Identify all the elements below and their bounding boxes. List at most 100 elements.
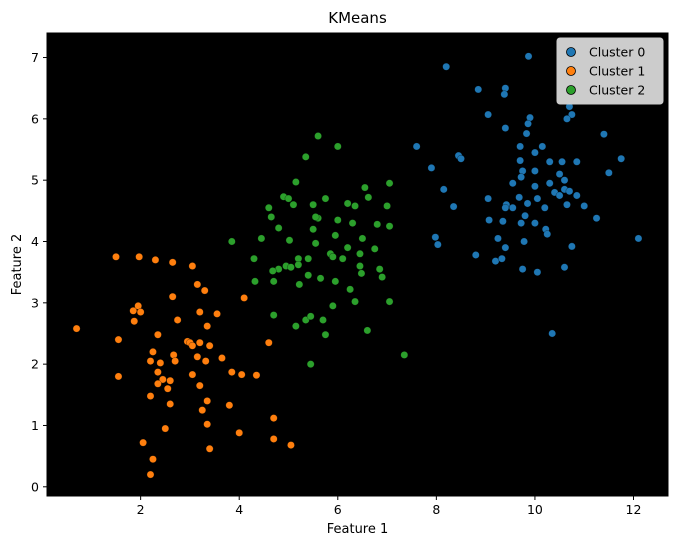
data-point xyxy=(161,424,170,433)
data-point xyxy=(149,348,157,356)
data-point xyxy=(156,359,165,367)
data-point xyxy=(343,199,352,208)
data-point xyxy=(449,202,458,211)
data-point xyxy=(498,254,506,263)
data-point xyxy=(555,191,564,200)
data-point xyxy=(295,280,304,289)
legend-item: Cluster 1 xyxy=(566,64,645,79)
data-point xyxy=(356,249,364,258)
data-point xyxy=(501,124,510,132)
y-tick-label: 7 xyxy=(31,50,39,65)
data-point xyxy=(200,286,209,295)
data-point xyxy=(358,234,367,243)
data-point xyxy=(316,274,325,283)
data-point xyxy=(500,90,509,99)
data-point xyxy=(227,237,236,246)
data-point xyxy=(572,157,581,166)
data-point xyxy=(560,263,569,272)
data-point xyxy=(227,368,236,376)
legend-label: Cluster 2 xyxy=(589,83,645,98)
data-point xyxy=(357,269,366,278)
data-point xyxy=(193,352,202,361)
data-point xyxy=(531,219,539,227)
data-point xyxy=(517,173,525,181)
legend-marker xyxy=(566,85,576,95)
data-point xyxy=(563,200,571,209)
data-point xyxy=(457,154,465,163)
data-point xyxy=(188,370,197,379)
data-point xyxy=(524,119,532,128)
data-point xyxy=(309,200,317,209)
data-point xyxy=(516,142,524,151)
data-point xyxy=(605,168,613,177)
data-point xyxy=(484,194,492,203)
data-point xyxy=(491,257,500,265)
data-point xyxy=(146,357,155,365)
x-tick-label: 6 xyxy=(334,502,342,517)
data-point xyxy=(356,262,364,270)
data-point xyxy=(524,52,533,61)
data-point xyxy=(319,316,327,324)
series-cluster-1 xyxy=(72,252,295,479)
data-point xyxy=(516,156,524,165)
data-point xyxy=(269,311,278,319)
data-point xyxy=(499,217,507,226)
data-point xyxy=(538,142,547,151)
data-point xyxy=(442,62,451,71)
data-point xyxy=(289,200,298,209)
data-point xyxy=(188,262,197,270)
data-point xyxy=(548,329,557,338)
data-point xyxy=(485,216,493,224)
data-point xyxy=(213,310,221,318)
data-point xyxy=(351,297,359,306)
data-point xyxy=(292,178,300,186)
x-tick-label: 4 xyxy=(235,502,243,517)
data-point xyxy=(501,203,510,212)
data-point xyxy=(168,258,177,267)
data-point xyxy=(269,277,278,286)
data-point xyxy=(563,115,571,123)
plot-frame xyxy=(46,32,669,497)
data-point xyxy=(329,252,337,261)
x-tick-label: 10 xyxy=(527,502,543,517)
data-point xyxy=(592,214,601,223)
data-point xyxy=(600,130,608,139)
data-point xyxy=(338,254,347,263)
legend-item: Cluster 0 xyxy=(566,45,645,60)
data-point xyxy=(311,239,320,248)
data-point xyxy=(333,142,342,151)
data-point xyxy=(205,444,214,453)
data-point xyxy=(136,308,145,316)
y-tick-label: 4 xyxy=(31,234,39,249)
series-cluster-2 xyxy=(227,132,409,368)
data-point xyxy=(171,357,179,365)
legend: Cluster 0 Cluster 1 Cluster 2 xyxy=(556,37,664,105)
data-point xyxy=(154,368,162,376)
data-point xyxy=(166,376,175,385)
data-point xyxy=(195,381,204,390)
data-point xyxy=(264,203,273,212)
data-point xyxy=(114,335,123,344)
data-point xyxy=(494,234,502,243)
data-point xyxy=(558,157,566,166)
data-point xyxy=(508,203,517,212)
data-point xyxy=(264,338,273,347)
data-point xyxy=(250,254,258,263)
data-point xyxy=(311,213,320,221)
data-point xyxy=(508,179,517,188)
data-point xyxy=(149,455,157,464)
data-point xyxy=(168,292,177,301)
data-point xyxy=(154,379,162,388)
data-point xyxy=(531,167,539,175)
data-point xyxy=(484,110,492,119)
data-point xyxy=(565,187,574,196)
data-point xyxy=(343,243,352,252)
data-point xyxy=(158,375,167,384)
data-point xyxy=(173,316,182,324)
data-point xyxy=(522,129,531,138)
data-point xyxy=(331,231,340,240)
data-point xyxy=(269,414,278,422)
data-point xyxy=(193,280,202,289)
data-point xyxy=(306,312,315,321)
data-point xyxy=(287,263,295,272)
